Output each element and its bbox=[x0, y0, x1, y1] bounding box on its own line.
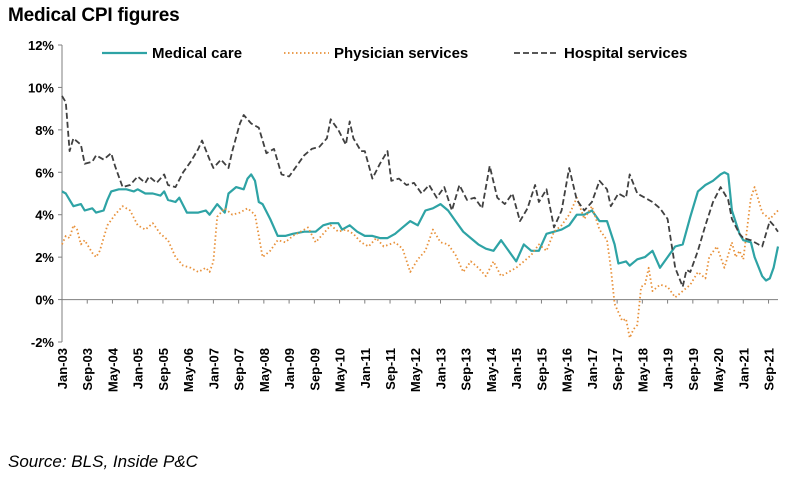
x-tick-label: May-04 bbox=[105, 347, 120, 392]
x-tick-label: Sep-13 bbox=[459, 348, 474, 391]
line-chart: -2%0%2%4%6%8%10%12% Jan-03 Sep-03 May-04 Ja… bbox=[28, 38, 780, 392]
x-tick-label: Sep-09 bbox=[307, 348, 322, 391]
x-tick-label: May-10 bbox=[333, 348, 348, 392]
x-tick-label: Sep-11 bbox=[383, 348, 398, 390]
y-tick-label: 12% bbox=[28, 38, 54, 53]
legend-label: Hospital services bbox=[564, 45, 687, 62]
x-tick-label: May-20 bbox=[711, 348, 726, 392]
legend-label: Physician services bbox=[334, 45, 468, 62]
x-tick-label: May-16 bbox=[560, 348, 575, 392]
y-tick-label: -2% bbox=[31, 335, 55, 350]
x-tick-label: Jan-09 bbox=[282, 348, 297, 389]
y-axis: -2% 0% 2% 4% 6% 8% 10% 12% bbox=[28, 38, 63, 350]
x-tick-label: May-14 bbox=[484, 347, 499, 392]
series-hospital-services bbox=[61, 95, 779, 288]
chart-title: Medical CPI figures bbox=[8, 5, 180, 26]
x-tick-label: May-08 bbox=[257, 348, 272, 392]
y-tick-label: 4% bbox=[35, 208, 54, 223]
x-tick-label: Jan-21 bbox=[736, 348, 751, 389]
x-tick-label: Jan-03 bbox=[55, 348, 70, 389]
series-medical-care bbox=[61, 171, 780, 282]
y-tick-label: 2% bbox=[35, 250, 54, 265]
x-tick-label: Sep-17 bbox=[610, 348, 625, 391]
x-tick-label: Sep-03 bbox=[80, 348, 95, 391]
legend-label: Medical care bbox=[152, 45, 242, 62]
x-tick-label: Jan-05 bbox=[131, 348, 146, 389]
y-tick-label: 8% bbox=[35, 123, 54, 138]
y-tick-label: 10% bbox=[28, 80, 54, 95]
y-tick-label: 6% bbox=[35, 165, 54, 180]
x-tick-label: Jan-19 bbox=[661, 348, 676, 389]
series-physician-services bbox=[61, 186, 779, 339]
x-axis: Jan-03 Sep-03 May-04 Jan-05 Sep-05 May-06 Jan-… bbox=[55, 299, 778, 392]
x-tick-label: Sep-07 bbox=[232, 348, 247, 391]
x-tick-label: May-18 bbox=[635, 348, 650, 392]
x-tick-label: Sep-05 bbox=[156, 348, 171, 391]
series-lines bbox=[61, 95, 780, 339]
x-tick-label: May-12 bbox=[408, 348, 423, 392]
x-tick-label: Sep-19 bbox=[686, 348, 701, 391]
x-tick-label: Jan-17 bbox=[585, 348, 600, 389]
x-tick-label: Jan-07 bbox=[206, 348, 221, 389]
x-tick-label: Sep-15 bbox=[534, 348, 549, 391]
x-tick-label: May-06 bbox=[181, 348, 196, 392]
source-note: Source: BLS, Inside P&C bbox=[8, 452, 198, 471]
x-tick-label: Sep-21 bbox=[762, 348, 777, 391]
y-tick-label: 0% bbox=[35, 293, 54, 308]
x-tick-label: Jan-15 bbox=[509, 348, 524, 389]
x-tick-label: Jan-13 bbox=[433, 348, 448, 389]
legend: Medical care Physician services Hospital s… bbox=[102, 45, 687, 62]
x-tick-label: Jan-11 bbox=[358, 348, 373, 388]
